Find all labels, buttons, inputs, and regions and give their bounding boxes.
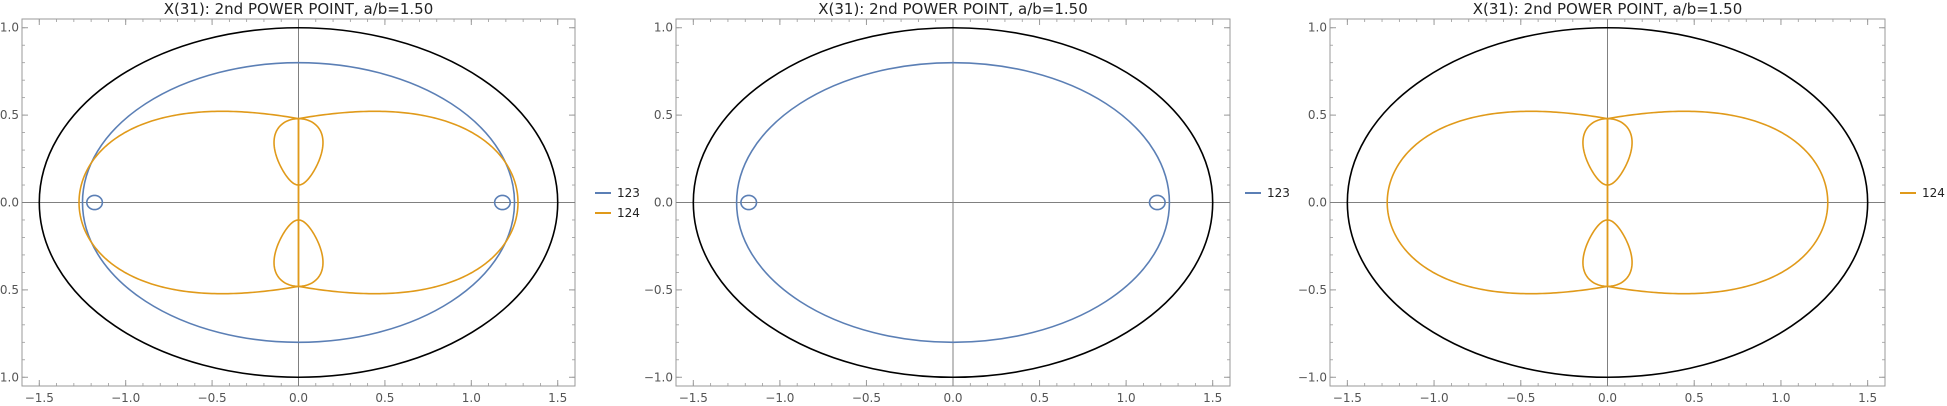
y-tick-label: 0.0 — [1308, 196, 1327, 210]
legend-label-123: 123 — [1267, 186, 1290, 200]
chart-panel-3: −1.5 −1.0 −0.5 0.0 0.5 1.0 1.5 −1.0 −0.5 0.0 0.5 1.… — [1298, 0, 1945, 405]
y-tick-label: −0.5 — [0, 283, 19, 297]
x-tick-label: 0.0 — [1598, 391, 1617, 405]
x-tick-label: 0.5 — [1685, 391, 1704, 405]
x-tick-label: −0.5 — [852, 391, 881, 405]
chart-title: X(31): 2nd POWER POINT, a/b=1.50 — [1473, 0, 1743, 18]
x-tick-label: 1.0 — [1771, 391, 1790, 405]
legend-label-123: 123 — [617, 186, 640, 200]
series-123-loop — [85, 194, 104, 211]
x-tick-label: −1.0 — [111, 391, 140, 405]
legend: 124 — [1900, 186, 1945, 200]
x-tick-label: −0.5 — [1506, 391, 1535, 405]
y-tick-label: −1.0 — [1298, 370, 1327, 384]
y-tick-label: 0.5 — [0, 108, 19, 122]
y-tick-label: 0.0 — [0, 196, 19, 210]
x-tick-label: −1.5 — [679, 391, 708, 405]
x-tick-label: −1.0 — [765, 391, 794, 405]
x-tick-label: 0.0 — [943, 391, 962, 405]
series-123-curve — [81, 61, 516, 344]
chart-panel-1: −1.5 −1.0 −0.5 0.0 0.5 1.0 1.5 −1.0 −0.5 0.0 0.5 1.… — [0, 0, 640, 405]
series-124-inner-loop — [273, 219, 324, 288]
series-123-loop — [493, 194, 511, 211]
legend-label-124: 124 — [1922, 186, 1945, 200]
boundary-ellipse — [38, 26, 559, 379]
y-tick-label: 0.5 — [1308, 108, 1327, 122]
x-tick-label: 1.5 — [548, 391, 567, 405]
x-tick-label: 1.0 — [462, 391, 481, 405]
y-tick-label: 1.0 — [0, 21, 19, 35]
series-124-lobe — [1606, 110, 1829, 295]
x-tick-label: −0.5 — [198, 391, 227, 405]
x-tick-label: −1.0 — [1419, 391, 1448, 405]
chart-panel-2: −1.5 −1.0 −0.5 0.0 0.5 1.0 1.5 −1.0 −0.5 0.0 0.5 1.… — [644, 0, 1290, 405]
x-tick-label: −1.5 — [25, 391, 54, 405]
series-124-lobe — [1386, 110, 1609, 295]
y-tick-label: 0.5 — [654, 108, 673, 122]
x-tick-label: 0.5 — [1030, 391, 1049, 405]
x-tick-label: 1.5 — [1203, 391, 1222, 405]
series-123-loop — [1148, 194, 1166, 211]
series-124-inner-loop — [1582, 117, 1633, 186]
y-tick-label: 1.0 — [654, 21, 673, 35]
y-tick-label: −0.5 — [1298, 283, 1327, 297]
boundary-ellipse — [692, 26, 1214, 379]
legend: 123 — [1245, 186, 1290, 200]
x-tick-label: 1.0 — [1117, 391, 1136, 405]
x-tick-label: 1.5 — [1858, 391, 1877, 405]
x-tick-label: 0.5 — [375, 391, 394, 405]
series-123-curve — [735, 61, 1171, 344]
y-tick-label: 1.0 — [1308, 21, 1327, 35]
x-tick-label: −1.5 — [1333, 391, 1362, 405]
y-tick-label: 0.0 — [654, 196, 673, 210]
y-tick-label: −1.0 — [0, 370, 19, 384]
y-tick-label: −1.0 — [644, 370, 673, 384]
y-tick-label: −0.5 — [644, 283, 673, 297]
series-124-inner-loop — [1582, 219, 1633, 288]
boundary-ellipse — [1346, 26, 1869, 379]
x-tick-label: 0.0 — [289, 391, 308, 405]
chart-title: X(31): 2nd POWER POINT, a/b=1.50 — [818, 0, 1088, 18]
series-124-inner-loop — [273, 117, 324, 186]
series-124-lobe — [78, 110, 300, 295]
series-124-lobe — [297, 110, 519, 295]
series-123-loop — [740, 194, 758, 211]
legend-label-124: 124 — [617, 206, 640, 220]
chart-title: X(31): 2nd POWER POINT, a/b=1.50 — [164, 0, 434, 18]
